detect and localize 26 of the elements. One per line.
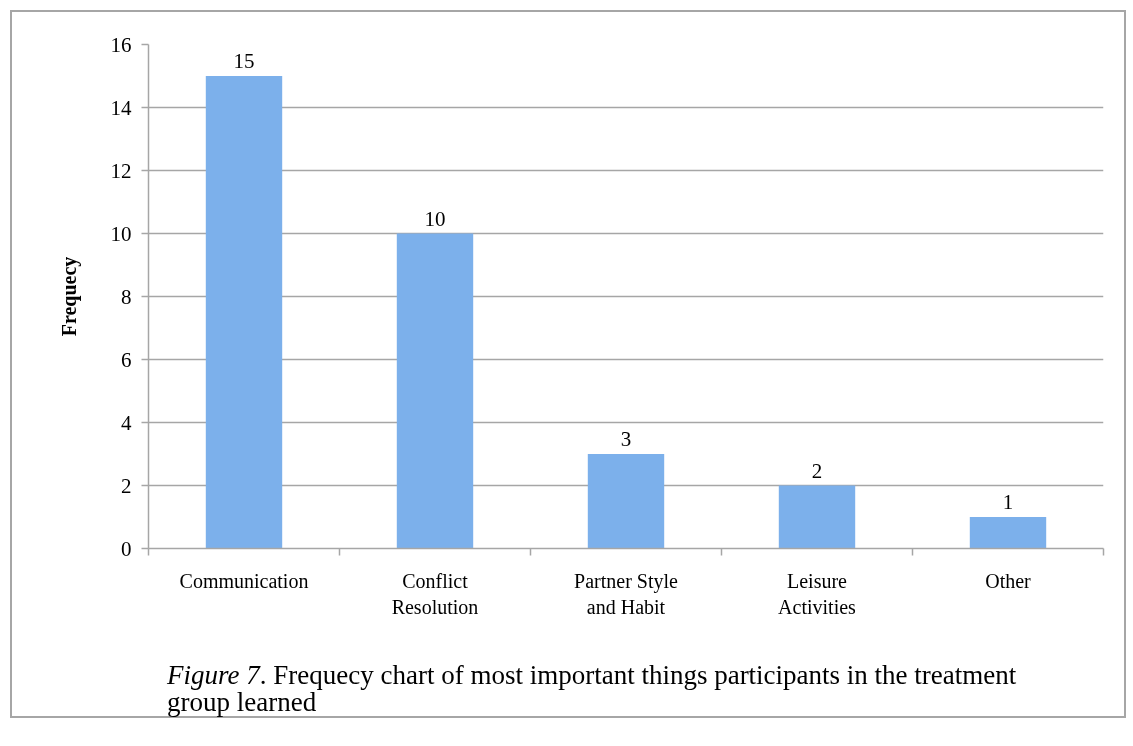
y-tick-label: 2 (121, 473, 132, 498)
x-tick-label: Partner Style and Habit (574, 569, 679, 618)
y-tick-label: 8 (121, 284, 132, 309)
data-label: 2 (811, 458, 823, 483)
y-tick-label: 14 (110, 95, 132, 120)
bar (396, 233, 474, 549)
x-tick-label: Other (985, 569, 1032, 592)
x-tick-label: Communication (179, 569, 309, 592)
y-tick-label: 4 (121, 410, 132, 435)
y-tick-label: 12 (110, 158, 132, 183)
data-label: 1 (1002, 490, 1014, 514)
x-tick-label: Conflict Resolution (391, 569, 479, 618)
bar (587, 454, 665, 549)
data-label: 10 (424, 206, 446, 231)
y-axis-title: Frequecy (57, 256, 81, 337)
bar (969, 517, 1047, 549)
y-tick-label: 0 (121, 536, 132, 561)
caption: Figure 7. Frequecy chart of most important things participants in the treatment group learned (167, 660, 1018, 717)
bar (205, 76, 283, 549)
y-tick-label: 10 (110, 221, 132, 246)
y-tick-label: 6 (121, 347, 132, 372)
y-tick-label: 16 (110, 32, 132, 57)
data-label: 15 (233, 49, 255, 73)
data-label: 3 (620, 427, 632, 451)
bar (778, 485, 856, 549)
x-tick-label: Leisure Activities (778, 569, 857, 618)
